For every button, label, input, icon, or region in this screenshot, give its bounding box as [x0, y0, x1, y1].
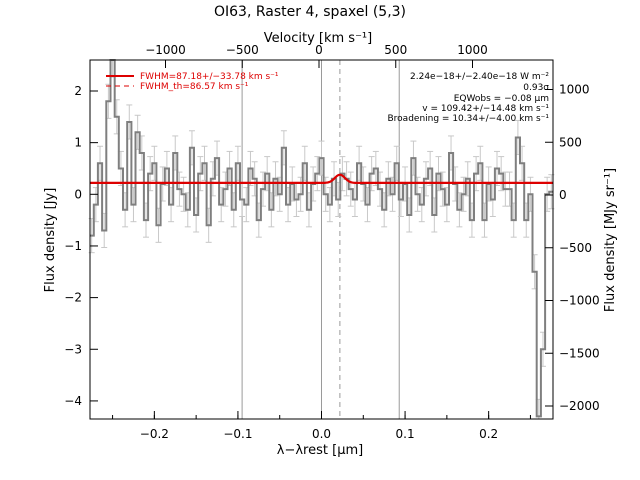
- top-tick-label: 0: [315, 43, 323, 57]
- right-tick-label: 1000: [559, 83, 590, 97]
- right-tick-label: −1000: [559, 294, 600, 308]
- right-tick-label: 0: [559, 188, 567, 202]
- x-tick-label: 0.1: [396, 427, 415, 441]
- right-tick-label: −1500: [559, 346, 600, 360]
- top-tick-label: −500: [226, 43, 259, 57]
- legend-item-fwhm-th: FWHM_th=86.57 km s⁻¹: [140, 82, 249, 92]
- top-tick-label: −1000: [145, 43, 186, 57]
- y-tick-label: 1: [74, 136, 82, 150]
- right-tick-label: −2000: [559, 399, 600, 413]
- x-tick-label: −0.2: [140, 427, 169, 441]
- right-tick-label: −500: [559, 241, 592, 255]
- y-tick-label: −2: [64, 291, 82, 305]
- top-tick-label: 1000: [457, 43, 488, 57]
- annotation-eqw: EQWobs = −0.08 μm: [454, 94, 549, 104]
- x-tick-label: 0.0: [312, 427, 331, 441]
- reference-lines: [241, 60, 400, 419]
- y-axis-label-right: Flux density [MJy sr⁻¹]: [603, 168, 618, 312]
- x-tick-label: −0.1: [223, 427, 252, 441]
- annotations: 2.24e−18+/−2.40e−18 W m⁻² 0.93σ EQWobs =…: [388, 72, 550, 124]
- y-tick-label: 2: [74, 84, 82, 98]
- annotation-flux: 2.24e−18+/−2.40e−18 W m⁻²: [410, 72, 549, 82]
- plot-area: −0.2 −0.1 0.0 0.1 0.2 −4 −3 −2 −1 0 1 2 −1000 −500 0…: [64, 43, 599, 441]
- y-tick-label: −4: [64, 394, 82, 408]
- y-axis-label-left: Flux density [Jy]: [43, 188, 58, 293]
- y-axis-ticks: −4 −3 −2 −1 0 1 2: [64, 84, 98, 408]
- fit-line: [90, 173, 553, 184]
- y-tick-label: −3: [64, 342, 82, 356]
- y-tick-label: 0: [74, 187, 82, 201]
- legend-item-fwhm: FWHM=87.18+/−33.78 km s⁻¹: [140, 72, 279, 82]
- legend: FWHM=87.18+/−33.78 km s⁻¹ FWHM_th=86.57 …: [106, 72, 279, 92]
- top-tick-label: 500: [384, 43, 407, 57]
- right-tick-label: 500: [559, 135, 582, 149]
- x-axis-label: λ−λrest [μm]: [277, 443, 363, 458]
- chart-title: OI63, Raster 4, spaxel (5,3): [214, 4, 406, 20]
- annotation-velocity: v = 109.42+/−14.48 km s⁻¹: [422, 104, 549, 114]
- spectrum-series-line: [89, 59, 554, 418]
- annotation-broadening: Broadening = 10.34+/−4.00 km s⁻¹: [388, 114, 550, 124]
- y-tick-label: −1: [64, 239, 82, 253]
- annotation-sigma: 0.93σ: [523, 83, 549, 93]
- x-tick-label: 0.2: [479, 427, 498, 441]
- x-axis-ticks: −0.2 −0.1 0.0 0.1 0.2: [112, 411, 531, 441]
- top-axis-ticks: −1000 −500 0 500 1000: [145, 43, 488, 68]
- top-axis-label: Velocity [km s⁻¹]: [264, 31, 372, 46]
- right-axis-ticks: −2000 −1500 −1000 −500 0 500 1000: [545, 83, 600, 413]
